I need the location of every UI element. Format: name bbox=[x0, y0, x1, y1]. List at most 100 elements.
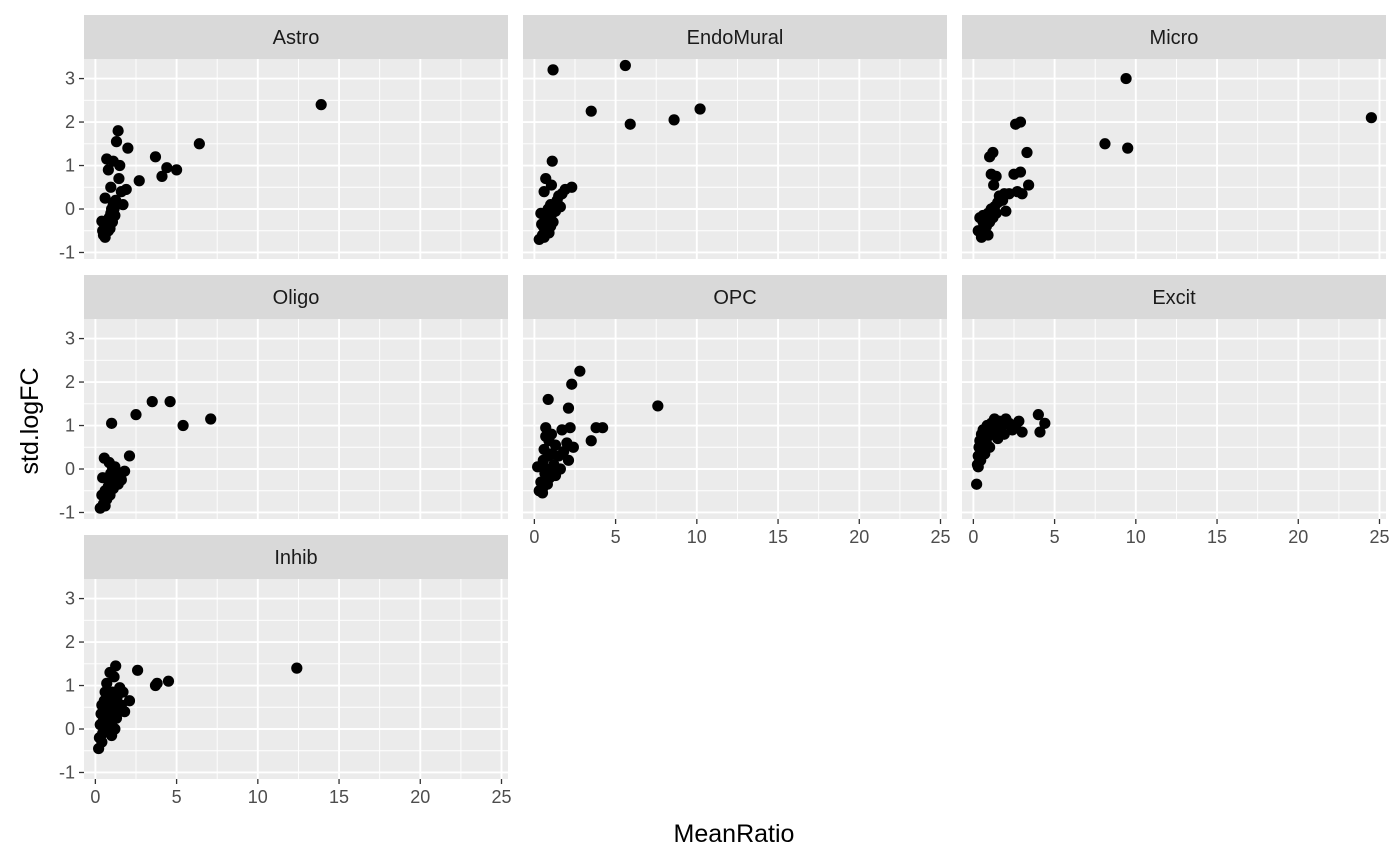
data-point bbox=[117, 686, 129, 698]
data-point bbox=[585, 435, 597, 447]
data-point bbox=[546, 155, 558, 167]
y-tick-label: 2 bbox=[65, 112, 75, 132]
facet-strip-label: EndoMural bbox=[687, 27, 784, 49]
x-tick-label: 15 bbox=[329, 787, 349, 807]
x-tick-label: 10 bbox=[687, 527, 707, 547]
data-point bbox=[291, 662, 303, 674]
facet-panel-endomural: EndoMural bbox=[523, 15, 947, 259]
data-point bbox=[545, 179, 558, 191]
data-point bbox=[99, 500, 111, 512]
data-point bbox=[549, 469, 562, 482]
data-point bbox=[984, 422, 996, 434]
data-point bbox=[1016, 188, 1028, 200]
data-point bbox=[549, 439, 562, 451]
facet-strip bbox=[84, 15, 508, 59]
data-point bbox=[130, 409, 142, 421]
data-point bbox=[106, 417, 118, 429]
data-point bbox=[123, 695, 136, 707]
data-point bbox=[99, 192, 111, 204]
x-axis-title: MeanRatio bbox=[674, 820, 795, 848]
data-point bbox=[123, 450, 136, 462]
data-point bbox=[1034, 426, 1046, 438]
data-point bbox=[114, 159, 126, 172]
y-tick-label: 2 bbox=[65, 372, 75, 392]
data-point bbox=[205, 413, 217, 425]
data-point bbox=[110, 660, 122, 672]
y-axis-title: std.logFC bbox=[16, 368, 44, 475]
data-point bbox=[585, 105, 597, 117]
x-tick-label: 5 bbox=[1050, 527, 1060, 547]
data-point bbox=[156, 170, 168, 182]
data-point bbox=[1032, 409, 1044, 421]
x-tick-label: 0 bbox=[529, 527, 539, 547]
x-tick-label: 0 bbox=[90, 787, 100, 807]
facet-strip-label: Inhib bbox=[274, 547, 317, 569]
data-point bbox=[1039, 417, 1051, 429]
data-point bbox=[108, 671, 120, 683]
y-tick-label: 1 bbox=[65, 416, 75, 436]
facet-panel-astro: Astro bbox=[84, 15, 508, 259]
data-point bbox=[998, 188, 1010, 200]
data-point bbox=[597, 422, 609, 434]
data-point bbox=[694, 103, 706, 115]
data-point bbox=[977, 209, 989, 222]
data-point bbox=[132, 664, 144, 676]
x-tick-label: 20 bbox=[410, 787, 430, 807]
y-tick-label: 0 bbox=[65, 719, 75, 739]
data-point bbox=[566, 378, 578, 390]
panel-background bbox=[962, 59, 1386, 259]
x-tick-label: 25 bbox=[491, 787, 511, 807]
facet-strip bbox=[523, 275, 947, 319]
data-point bbox=[315, 99, 327, 111]
y-tick-label: 1 bbox=[65, 156, 75, 176]
data-point bbox=[170, 164, 183, 176]
data-point bbox=[652, 400, 664, 412]
y-tick-label: -1 bbox=[59, 242, 75, 262]
data-point bbox=[1014, 166, 1027, 178]
y-tick-label: 3 bbox=[65, 329, 75, 349]
data-point bbox=[115, 474, 127, 486]
facet-strip bbox=[84, 275, 508, 319]
data-point bbox=[549, 205, 562, 217]
data-point bbox=[1016, 426, 1028, 438]
facet-panel-inhib: Inhib bbox=[84, 535, 508, 779]
data-point bbox=[566, 181, 578, 193]
y-tick-label: 3 bbox=[65, 589, 75, 609]
data-point bbox=[1099, 138, 1111, 150]
facet-strip bbox=[84, 535, 508, 579]
data-point bbox=[193, 138, 205, 150]
facet-panel-oligo: Oligo bbox=[84, 275, 508, 519]
panel-background bbox=[84, 579, 508, 779]
data-point bbox=[564, 422, 576, 434]
data-point bbox=[177, 419, 189, 432]
data-point bbox=[1014, 116, 1027, 128]
x-tick-label: 15 bbox=[768, 527, 788, 547]
facet-panels: Astro EndoMural Micro Oligo OPC Excit Inhib bbox=[84, 15, 1386, 779]
data-point bbox=[540, 422, 552, 434]
data-point bbox=[151, 677, 163, 689]
data-point bbox=[106, 212, 118, 224]
data-point bbox=[105, 181, 117, 193]
facet-axes: -1 0 1 2 3 -1 0 1 2 3 0 5 10 15 20 25 0 5 10 15 20 25 -1 0 1 2 3 0 5… bbox=[59, 69, 1390, 807]
data-point bbox=[119, 706, 131, 718]
panel-background bbox=[523, 59, 947, 259]
x-tick-label: 0 bbox=[968, 527, 978, 547]
data-point bbox=[567, 441, 579, 453]
facet-strip-label: Excit bbox=[1152, 287, 1196, 309]
panel-background bbox=[962, 319, 1386, 519]
y-tick-label: -1 bbox=[59, 502, 75, 522]
data-point bbox=[104, 222, 116, 235]
data-point bbox=[975, 450, 988, 462]
data-point bbox=[574, 365, 586, 377]
data-point bbox=[984, 441, 996, 453]
x-tick-label: 5 bbox=[172, 787, 182, 807]
x-tick-label: 25 bbox=[1369, 527, 1389, 547]
facet-strip bbox=[962, 275, 1386, 319]
data-point bbox=[1023, 179, 1035, 191]
data-point bbox=[547, 64, 559, 76]
data-point bbox=[162, 675, 175, 687]
data-point bbox=[619, 59, 631, 72]
data-point bbox=[119, 465, 131, 477]
facet-strip-label: Astro bbox=[273, 27, 320, 49]
data-point bbox=[558, 446, 570, 458]
